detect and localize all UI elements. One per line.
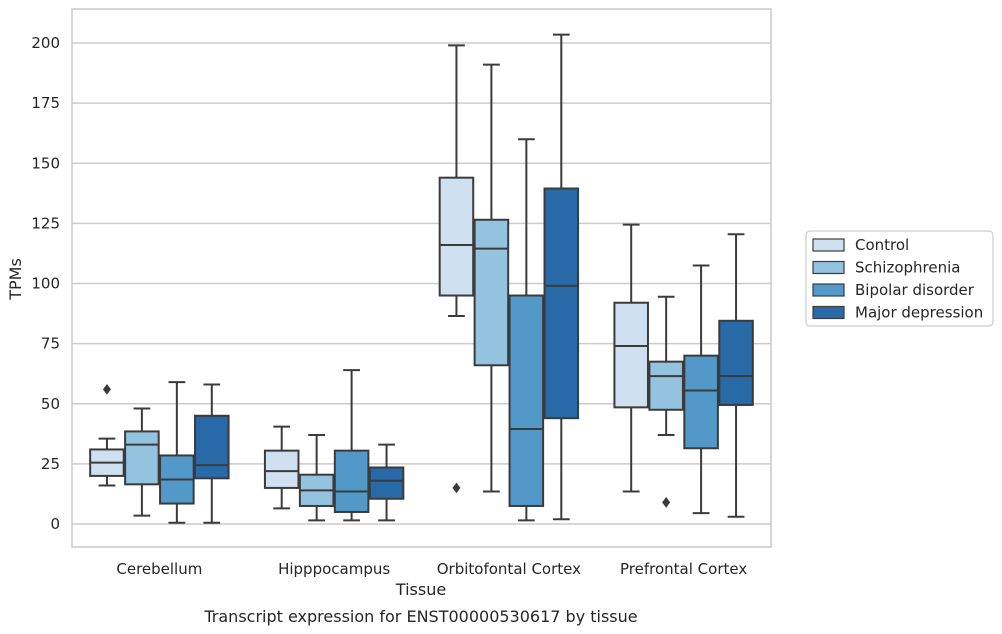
box-2-1	[473, 63, 510, 493]
y-tick-label: 100	[31, 275, 60, 293]
y-axis-title: TPMs	[6, 258, 25, 301]
box-2-3	[543, 33, 580, 521]
x-tick-label: Cerebellum	[116, 560, 202, 578]
legend-label: Major depression	[855, 304, 983, 322]
outlier-point	[452, 482, 461, 494]
box-body	[613, 301, 649, 409]
legend: Control Schizophrenia Bipolar disorder Majo…	[805, 230, 994, 327]
legend-label: Schizophrenia	[855, 259, 960, 277]
box-3-2	[683, 264, 719, 515]
x-tick-label: Prefrontal Cortex	[620, 560, 747, 578]
box-1-2	[333, 369, 370, 522]
box-body	[438, 176, 475, 297]
x-tick-label: Hipppocampus	[278, 560, 390, 578]
box-body	[333, 449, 370, 513]
box-body	[124, 430, 160, 486]
legend-swatch	[812, 260, 845, 275]
box-body	[648, 360, 684, 411]
box-body	[263, 449, 300, 489]
box-2-2	[508, 138, 545, 522]
outlier-point	[662, 497, 671, 508]
outlier-point	[102, 383, 111, 395]
x-axis-title: Tissue	[395, 580, 446, 599]
box-3-1	[648, 295, 684, 508]
y-tick-labels: 0 25 50 75 100 125 150 175 200	[31, 34, 60, 533]
box-0-1	[124, 407, 160, 517]
y-tick-label: 75	[41, 335, 60, 353]
y-tick-label: 50	[41, 395, 60, 413]
box-body	[368, 466, 405, 500]
box-0-3	[194, 383, 230, 524]
box-3-3	[718, 233, 754, 518]
figure-caption: Transcript expression for ENST0000053061…	[203, 607, 637, 626]
box-groups	[89, 33, 754, 524]
y-tick-label: 175	[31, 94, 60, 112]
box-body	[683, 354, 719, 450]
box-1-1	[298, 434, 335, 522]
y-tick-label: 125	[31, 214, 60, 232]
legend-label: Bipolar disorder	[855, 281, 975, 299]
box-3-0	[613, 223, 649, 493]
box-body	[718, 319, 754, 406]
box-2-0	[438, 44, 475, 494]
legend-frame	[805, 230, 994, 327]
box-body	[543, 187, 580, 420]
y-tick-label: 150	[31, 154, 60, 172]
legend-swatch	[812, 305, 845, 320]
box-1-0	[263, 425, 300, 510]
box-0-2	[159, 381, 195, 524]
box-body	[508, 294, 545, 507]
legend-swatch	[812, 283, 845, 297]
y-tick-label: 0	[50, 515, 60, 533]
box-body	[473, 218, 510, 367]
legend-swatch	[812, 238, 845, 252]
legend-label: Control	[855, 236, 909, 254]
legend-items: Control Schizophrenia Bipolar disorder Majo…	[812, 236, 983, 322]
x-tick-labels: Cerebellum Hipppocampus Orbitofontal Corte…	[116, 560, 747, 578]
box-body	[194, 414, 230, 480]
box-1-3	[368, 443, 405, 522]
x-tick-label: Orbitofontal Cortex	[437, 560, 581, 578]
y-tick-label: 25	[41, 455, 60, 473]
box-0-0	[89, 383, 125, 487]
plot-frame	[71, 8, 772, 548]
y-tick-label: 200	[31, 34, 60, 52]
